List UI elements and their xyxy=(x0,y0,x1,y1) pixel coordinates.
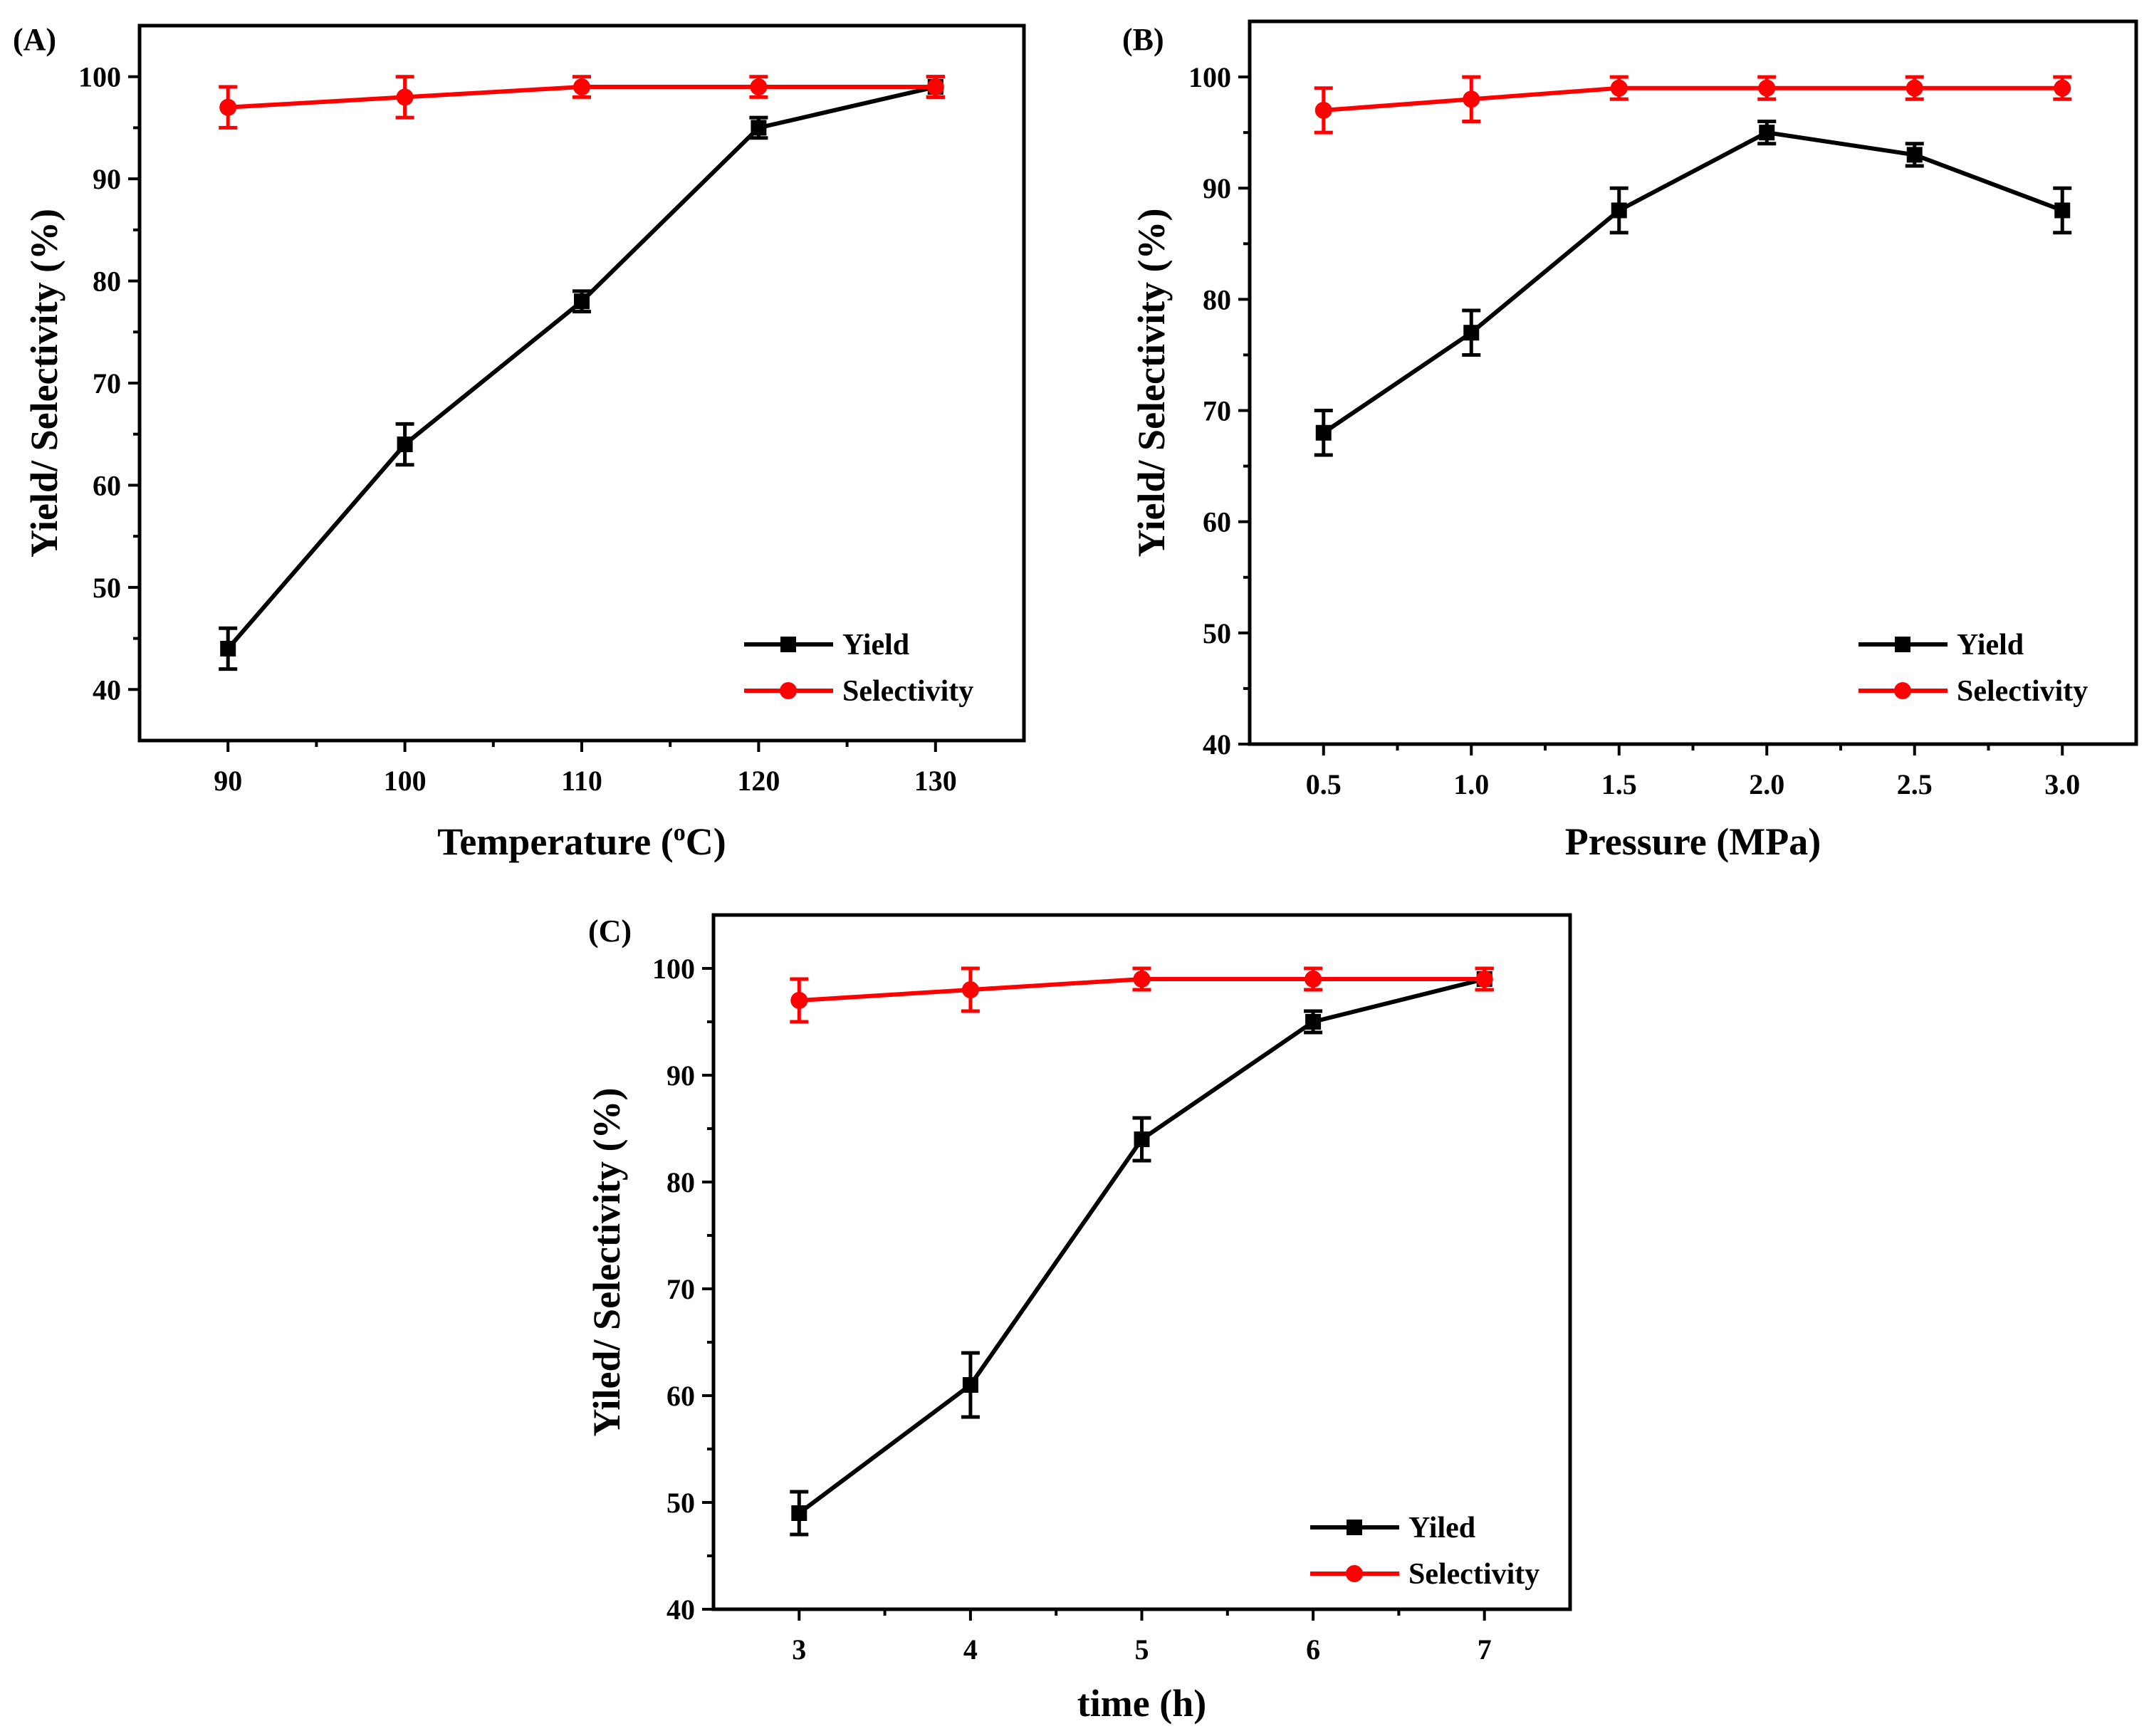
legend-label: Selectivity xyxy=(1408,1558,1539,1591)
data-point xyxy=(2054,79,2071,97)
data-point xyxy=(926,78,944,96)
legend-label: Selectivity xyxy=(1957,675,2088,708)
y-tick-label: 70 xyxy=(1203,395,1231,427)
x-axis-title: Temperature (oC) xyxy=(437,820,726,863)
series-line-yield xyxy=(226,85,936,650)
legend-marker xyxy=(1347,1520,1362,1535)
data-point xyxy=(962,1377,978,1393)
data-point xyxy=(220,640,236,657)
y-tick-label: 40 xyxy=(93,674,121,706)
y-tick-label: 40 xyxy=(1203,728,1231,760)
data-point xyxy=(1758,79,1776,97)
y-tick-label: 40 xyxy=(666,1594,695,1626)
y-tick-label: 80 xyxy=(93,266,121,298)
x-tick-label: 2.5 xyxy=(1897,768,1933,800)
x-axis-title: time (h) xyxy=(1077,1682,1206,1725)
data-point xyxy=(1475,971,1493,988)
x-tick-label: 6 xyxy=(1306,1633,1320,1666)
legend-marker xyxy=(1894,682,1911,699)
y-tick-label: 100 xyxy=(78,61,121,93)
legend-label: Yield xyxy=(842,629,909,662)
legend-marker xyxy=(1895,637,1910,652)
x-tick-label: 2.0 xyxy=(1749,768,1784,800)
y-tick-label: 90 xyxy=(666,1060,695,1092)
data-point xyxy=(1463,90,1480,108)
data-point xyxy=(397,436,413,453)
data-point xyxy=(1314,101,1332,119)
y-tick-label: 90 xyxy=(93,163,121,195)
y-tick-label: 100 xyxy=(1188,61,1231,93)
y-tick-label: 90 xyxy=(1203,172,1231,204)
data-point xyxy=(1134,1131,1150,1147)
data-point xyxy=(1905,79,1923,97)
x-tick-label: 110 xyxy=(561,765,602,797)
y-tick-label: 50 xyxy=(93,572,121,604)
y-tick-label: 80 xyxy=(1203,283,1231,315)
data-point xyxy=(1610,79,1628,97)
x-tick-label: 1.5 xyxy=(1601,768,1637,800)
data-point xyxy=(1906,147,1923,163)
data-point xyxy=(1315,424,1332,441)
data-point xyxy=(574,293,590,310)
panel-label: (C) xyxy=(588,914,632,948)
y-tick-label: 50 xyxy=(1203,617,1231,649)
legend-label: Selectivity xyxy=(842,675,973,708)
chart-panel-3: (C) 40 50 60 70 80 90 100 3 4 5 6 7 time (h) Yiled/ Se… xyxy=(585,913,1572,1725)
data-point xyxy=(1133,971,1151,988)
y-axis-title: Yield/ Selectivity (%) xyxy=(1130,209,1173,558)
x-tick-label: 3 xyxy=(792,1633,806,1666)
x-tick-label: 3.0 xyxy=(2044,768,2080,800)
panel-label: (A) xyxy=(13,22,56,57)
x-tick-label: 5 xyxy=(1135,1633,1149,1666)
legend-label: Yiled xyxy=(1408,1512,1475,1544)
legend-marker xyxy=(1346,1565,1363,1582)
data-point xyxy=(1611,202,1627,219)
data-point xyxy=(1305,971,1322,988)
x-tick-label: 1.0 xyxy=(1453,768,1489,800)
data-point xyxy=(1759,125,1775,141)
data-point xyxy=(1305,1014,1322,1030)
legend-marker xyxy=(780,637,796,652)
x-tick-label: 7 xyxy=(1478,1633,1492,1666)
chart-panel-1: (A) 40 50 60 70 80 90 100 90 100 110 120 130 Temperat… xyxy=(13,22,1026,863)
x-axis-title: Pressure (MPa) xyxy=(1565,820,1821,863)
data-point xyxy=(750,78,768,96)
data-point xyxy=(751,120,767,136)
plot-frame xyxy=(711,913,1572,1611)
y-tick-label: 60 xyxy=(666,1380,695,1412)
data-point xyxy=(790,992,808,1009)
series-line-yield xyxy=(1322,130,2064,435)
x-tick-label: 90 xyxy=(214,765,242,797)
y-axis-title: Yiled/ Selectivity (%) xyxy=(585,1088,628,1437)
y-axis-title: Yield/ Selectivity (%) xyxy=(23,209,66,558)
y-tick-label: 70 xyxy=(93,367,121,399)
series-line-yiled xyxy=(798,977,1485,1515)
y-tick-label: 70 xyxy=(666,1273,695,1305)
data-point xyxy=(1463,325,1480,341)
panel-label: (B) xyxy=(1122,22,1164,57)
y-tick-label: 60 xyxy=(1203,506,1231,538)
series-line-selectivity xyxy=(1323,85,2063,113)
x-tick-label: 120 xyxy=(737,765,780,797)
y-tick-label: 80 xyxy=(666,1166,695,1198)
data-point xyxy=(2054,202,2071,219)
data-point xyxy=(791,1505,807,1521)
y-tick-label: 60 xyxy=(93,469,121,501)
x-tick-label: 130 xyxy=(914,765,957,797)
legend-label: Yield xyxy=(1957,629,2024,662)
x-tick-label: 0.5 xyxy=(1306,768,1342,800)
data-point xyxy=(219,98,237,116)
data-point xyxy=(396,88,414,106)
y-tick-label: 50 xyxy=(666,1487,695,1519)
data-point xyxy=(573,78,590,96)
chart-panel-2: (B) 40 50 60 70 80 90 100 0.5 1.0 1.5 2.0 2.5 3.0 Pres… xyxy=(1122,19,2138,863)
x-tick-label: 4 xyxy=(963,1633,978,1666)
data-point xyxy=(961,981,979,998)
x-tick-label: 100 xyxy=(384,765,427,797)
y-tick-label: 100 xyxy=(652,953,695,985)
legend-marker xyxy=(780,682,797,699)
